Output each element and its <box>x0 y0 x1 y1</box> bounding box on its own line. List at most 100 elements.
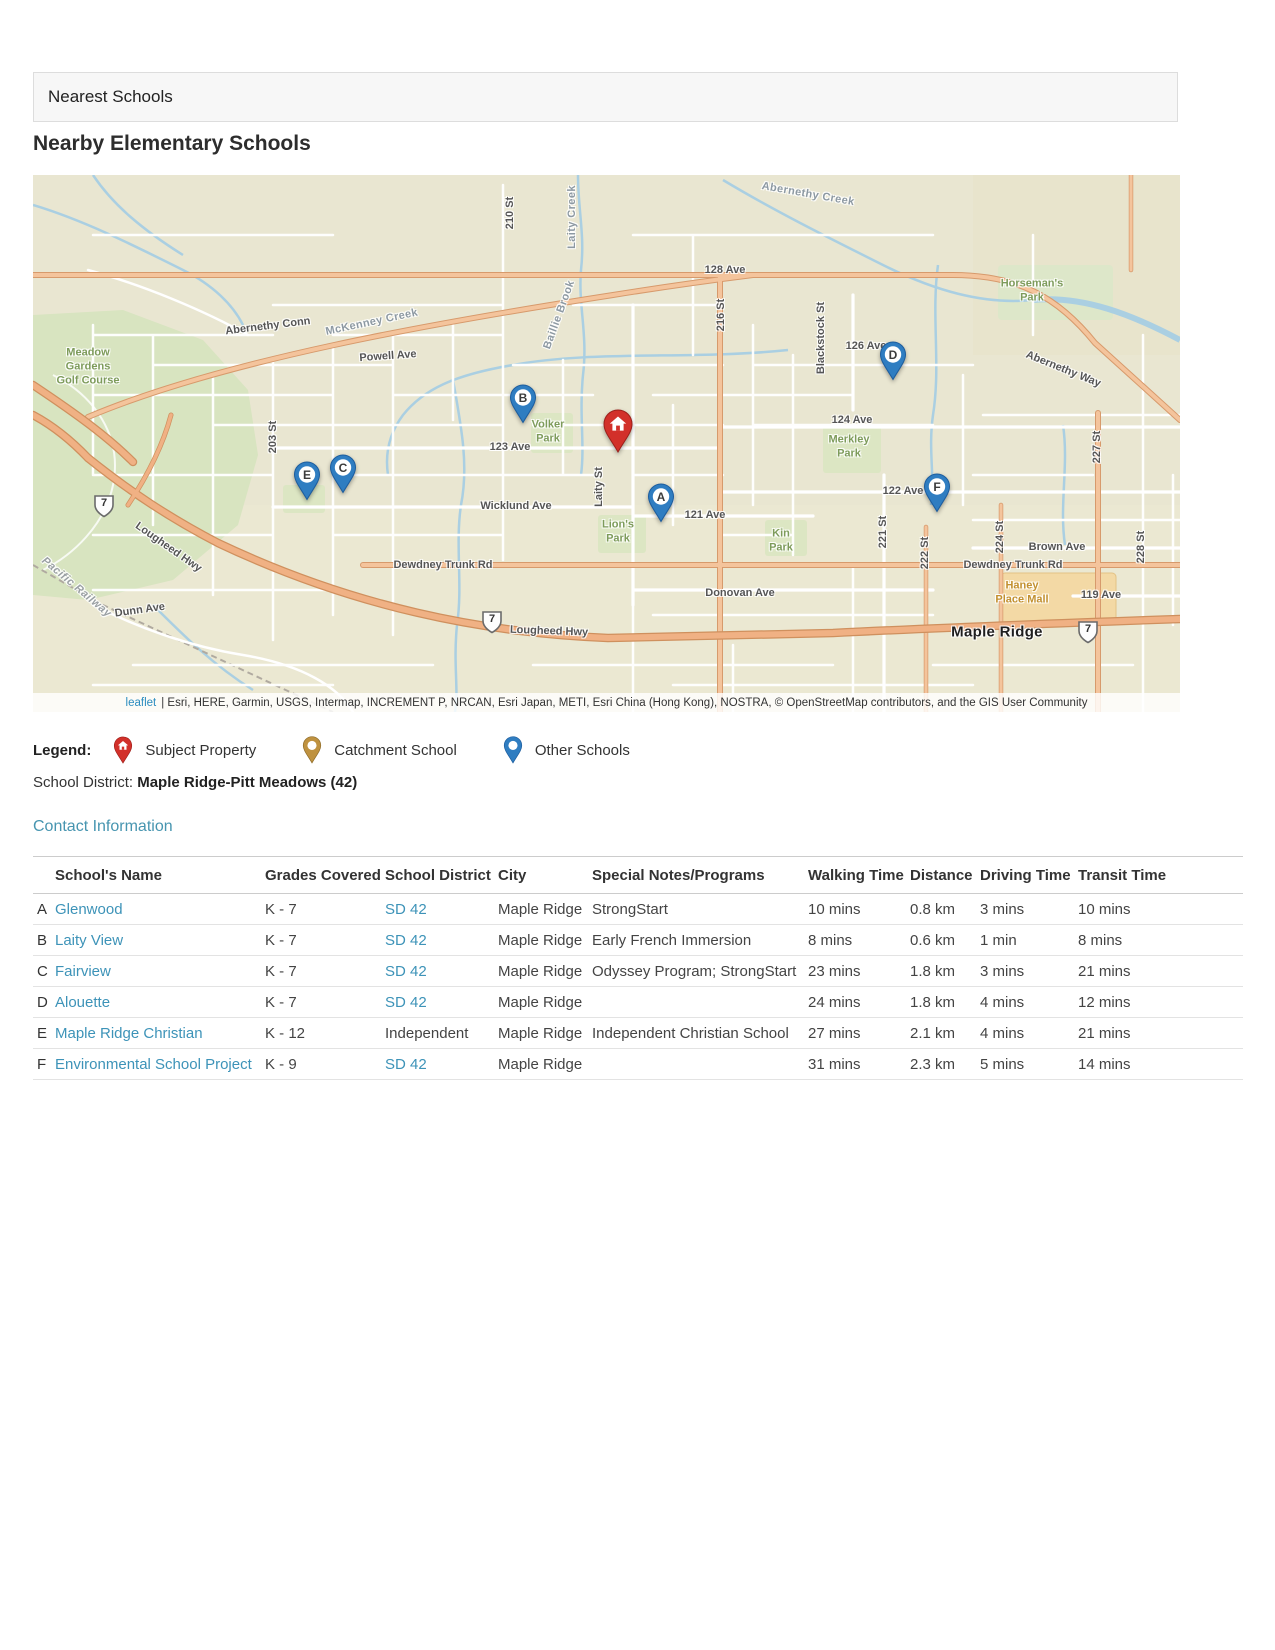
map-label: Horseman's Park <box>1000 277 1064 303</box>
table-row: F Environmental School Project K - 9 SD … <box>33 1049 1243 1080</box>
map-label: 121 Ave <box>684 509 726 522</box>
legend-title: Legend: <box>33 741 92 759</box>
map-label: Haney Place Mall <box>995 579 1049 605</box>
map-marker-b[interactable]: B <box>509 384 537 424</box>
map-label: 227 St <box>1091 430 1104 464</box>
table-row: B Laity View K - 7 SD 42 Maple Ridge Ear… <box>33 925 1243 956</box>
table-row: A Glenwood K - 7 SD 42 Maple Ridge Stron… <box>33 894 1243 925</box>
map-label: Donovan Ave <box>705 587 775 600</box>
row-letter: A <box>37 900 48 918</box>
map-label: Blackstock St <box>815 301 828 375</box>
map-label: 119 Ave <box>1080 589 1122 602</box>
map-label: 222 St <box>919 536 932 570</box>
catchment-pin-icon <box>303 736 322 764</box>
map-label: Wicklund Ave <box>480 500 552 513</box>
table-row: D Alouette K - 7 SD 42 Maple Ridge 24 mi… <box>33 987 1243 1018</box>
school-district-line: School District: Maple Ridge-Pitt Meadow… <box>33 774 357 791</box>
home-pin-icon <box>114 736 133 764</box>
highway-shield-icon: 7 <box>93 494 115 518</box>
map-marker-c[interactable]: C <box>329 454 357 494</box>
district-text: Independent <box>385 1024 469 1042</box>
map-label: 122 Ave <box>882 485 924 498</box>
col-grades: Grades Covered <box>265 866 381 884</box>
map-label: Lion's Park <box>602 518 634 544</box>
district-link[interactable]: SD 42 <box>385 1055 427 1073</box>
district-label: School District: <box>33 774 134 791</box>
home-icon <box>609 416 627 431</box>
school-link[interactable]: Laity View <box>55 931 124 949</box>
map-label: 123 Ave <box>489 441 531 454</box>
highway-shield-icon: 7 <box>481 610 503 634</box>
schools-map[interactable]: 210 St Laity Creek Abernethy Creek 128 A… <box>33 175 1180 712</box>
map-marker-f[interactable]: F <box>923 473 951 513</box>
col-driving: Driving Time <box>980 866 1071 884</box>
map-label: Meadow Gardens Golf Course <box>56 346 120 386</box>
district-link[interactable]: SD 42 <box>385 962 427 980</box>
attribution-text: | Esri, HERE, Garmin, USGS, Intermap, IN… <box>161 696 1088 709</box>
table-row: E Maple Ridge Christian K - 12 Independe… <box>33 1018 1243 1049</box>
col-transit: Transit Time <box>1078 866 1167 884</box>
col-district: School District <box>385 866 491 884</box>
map-label: Laity St <box>593 467 606 507</box>
nearby-schools-table: School's Name Grades Covered School Dist… <box>33 856 1243 1080</box>
legend-item-catchment-school: Catchment School <box>302 736 457 764</box>
district-value: Maple Ridge-Pitt Meadows (42) <box>137 774 358 791</box>
row-letter: B <box>37 931 48 949</box>
legend-item-subject-property: Subject Property <box>113 736 256 764</box>
leaflet-link[interactable]: leaflet <box>125 696 157 709</box>
col-notes: Special Notes/Programs <box>592 866 765 884</box>
school-link[interactable]: Glenwood <box>55 900 123 918</box>
map-label: Dewdney Trunk Rd <box>963 559 1063 572</box>
map-label: 216 St <box>715 298 728 332</box>
map-label: 128 Ave <box>704 264 746 277</box>
col-distance: Distance <box>910 866 973 884</box>
row-letter: D <box>37 993 48 1011</box>
legend-item-other-schools: Other Schools <box>503 736 630 764</box>
row-letter: F <box>37 1055 47 1073</box>
map-legend: Legend: Subject Property Catchment Schoo… <box>33 733 676 767</box>
map-label: Dewdney Trunk Rd <box>393 559 493 572</box>
highway-shield-icon: 7 <box>1077 620 1099 644</box>
map-label: Merkley Park <box>828 433 870 459</box>
nearest-schools-title: Nearest Schools <box>48 87 173 106</box>
table-row: C Fairview K - 7 SD 42 Maple Ridge Odyss… <box>33 956 1243 987</box>
district-link[interactable]: SD 42 <box>385 993 427 1011</box>
map-marker-e[interactable]: E <box>293 461 321 501</box>
map-marker-d[interactable]: D <box>879 341 907 381</box>
col-walking: Walking Time <box>808 866 904 884</box>
other-school-pin-icon <box>503 736 522 764</box>
row-letter: C <box>37 962 48 980</box>
map-attribution: leaflet | Esri, HERE, Garmin, USGS, Inte… <box>33 693 1180 712</box>
legend-label: Subject Property <box>145 741 257 759</box>
map-graphics <box>33 175 1180 712</box>
map-marker-a[interactable]: A <box>647 483 675 523</box>
legend-label: Catchment School <box>334 741 457 759</box>
school-link[interactable]: Fairview <box>55 962 111 980</box>
map-label: 210 St <box>504 196 517 230</box>
row-letter: E <box>37 1024 48 1042</box>
school-link[interactable]: Maple Ridge Christian <box>55 1024 203 1042</box>
col-school-name: School's Name <box>55 866 162 884</box>
map-label: Laity Creek <box>566 185 579 249</box>
city-label: Maple Ridge <box>951 623 1043 641</box>
table-header-row: School's Name Grades Covered School Dist… <box>33 856 1243 894</box>
legend-label: Other Schools <box>534 741 630 759</box>
map-label: 203 St <box>267 420 280 454</box>
school-link[interactable]: Environmental School Project <box>55 1055 252 1073</box>
subject-property-pin[interactable] <box>602 409 634 454</box>
map-label: 221 St <box>877 515 890 549</box>
map-label: 224 St <box>994 520 1007 554</box>
map-label: 228 St <box>1135 530 1148 564</box>
map-label: Brown Ave <box>1028 541 1086 554</box>
map-label: 124 Ave <box>831 414 873 427</box>
contact-information-link[interactable]: Contact Information <box>33 818 173 835</box>
district-link[interactable]: SD 42 <box>385 931 427 949</box>
district-link[interactable]: SD 42 <box>385 900 427 918</box>
page-title: Nearby Elementary Schools <box>33 132 311 155</box>
school-link[interactable]: Alouette <box>55 993 111 1011</box>
col-city: City <box>498 866 527 884</box>
map-label: Volker Park <box>531 418 565 444</box>
nearest-schools-header: Nearest Schools <box>33 72 1178 122</box>
map-label: Lougheed Hwy <box>509 623 589 639</box>
map-label: Kin Park <box>769 527 793 553</box>
